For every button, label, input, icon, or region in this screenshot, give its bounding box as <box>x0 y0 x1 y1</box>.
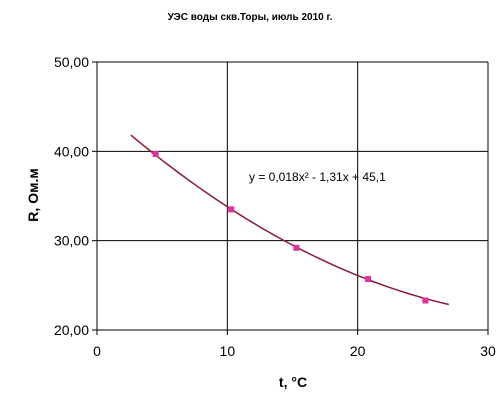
y-axis-label: R, Ом.м <box>25 168 41 221</box>
y-tick-label: 40,00 <box>54 143 89 159</box>
data-point <box>293 244 300 251</box>
data-point <box>365 276 372 283</box>
y-tick-label: 20,00 <box>54 322 89 338</box>
x-tick-label: 0 <box>93 343 101 359</box>
data-points <box>152 151 429 304</box>
x-tick-label: 10 <box>220 343 236 359</box>
trendline-equation: y = 0,018x² - 1,31x + 45,1 <box>249 170 386 184</box>
x-tick-label: 30 <box>480 343 496 359</box>
data-point <box>152 151 159 158</box>
data-point <box>422 297 429 304</box>
y-tick-label: 50,00 <box>54 54 89 70</box>
y-tick-label: 30,00 <box>54 233 89 249</box>
grid <box>97 62 488 330</box>
chart-title: УЭС воды скв.Торы, июль 2010 г. <box>168 12 333 23</box>
x-axis-label: t, °C <box>279 374 307 390</box>
data-point <box>228 206 235 213</box>
trendline-group <box>130 134 450 306</box>
axes <box>96 61 489 331</box>
x-tick-label: 20 <box>350 343 366 359</box>
tick-labels: 0 10 20 30 20,00 30,00 40,00 50,00 <box>54 54 496 359</box>
trendline <box>130 134 450 306</box>
